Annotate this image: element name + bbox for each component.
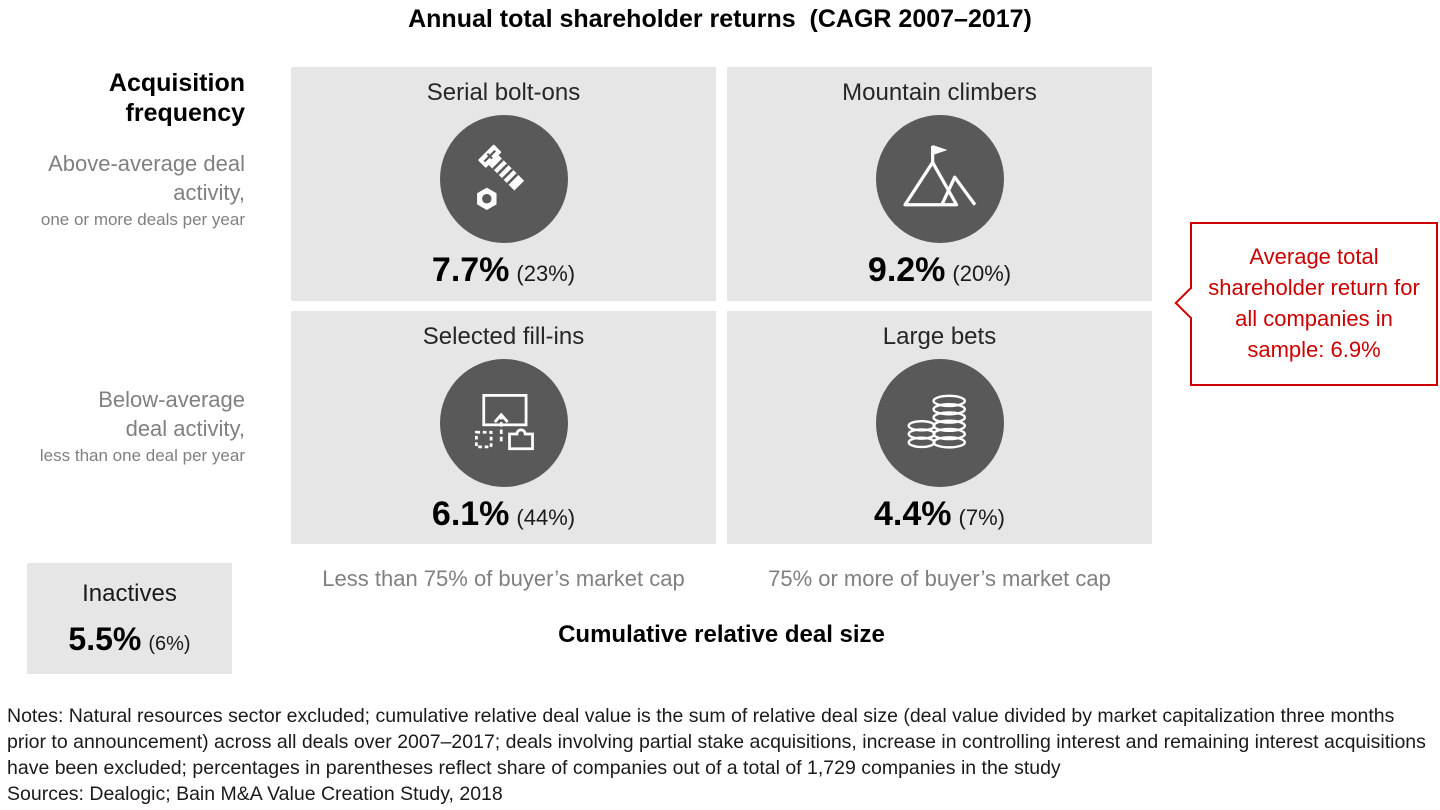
row-sublabel-text: less than one deal per year: [39, 446, 245, 466]
coin-stack-icon: [875, 358, 1004, 487]
footnotes: Notes: Natural resources sector excluded…: [7, 703, 1435, 808]
average-tsr-callout: Average total shareholder return for all…: [1174, 222, 1438, 386]
row-sublabel-text: one or more deals per year: [40, 210, 245, 230]
share-value: (44%): [516, 504, 576, 530]
quadrant-value: 7.7% (23%): [432, 251, 575, 290]
quadrant-selected-fill-ins: Selected fill-ins 6.1% (44%): [291, 310, 716, 544]
quadrant-value: 4.4% (7%): [874, 495, 1005, 534]
quadrant-title: Selected fill-ins: [422, 322, 585, 350]
callout-text: Average total shareholder return for all…: [1208, 244, 1420, 362]
tsr-value: 7.7%: [431, 251, 510, 289]
tsr-value: 6.1%: [431, 494, 510, 533]
mountain-flag-icon: [875, 115, 1004, 243]
bolt-and-nut-icon: [439, 115, 568, 243]
quadrant-matrix: Serial bolt-ons: [291, 67, 1152, 544]
x-axis-column-left: Less than 75% of buyer’s market cap: [322, 566, 685, 591]
row-label-text: Below-average deal activity,: [98, 387, 245, 441]
inactives-title: Inactives: [82, 579, 177, 607]
notes-text: Notes: Natural resources sector excluded…: [7, 705, 1426, 780]
y-axis-row-label-below-average: Below-average deal activity, less than o…: [20, 386, 245, 468]
x-axis-column-right: 75% or more of buyer’s market cap: [768, 566, 1111, 591]
y-axis-title: Acquisition frequency: [108, 69, 245, 127]
x-axis-column-labels: Less than 75% of buyer’s market cap 75% …: [291, 566, 1152, 592]
inactives-box: Inactives 5.5% (6%): [27, 563, 232, 674]
x-axis-title: Cumulative relative deal size: [558, 621, 885, 648]
quadrant-serial-bolt-ons: Serial bolt-ons: [291, 67, 716, 301]
quadrant-value: 9.2% (20%): [868, 251, 1011, 290]
sources-text: Sources: Dealogic; Bain M&A Value Creati…: [7, 783, 503, 806]
share-value: (7%): [958, 504, 1005, 530]
puzzle-fill-in-icon: [439, 358, 568, 487]
quadrant-large-bets: Large bets 4.4: [727, 310, 1152, 544]
tsr-value: 9.2%: [867, 251, 946, 289]
tsr-value: 5.5%: [68, 620, 142, 657]
share-value: (23%): [516, 261, 576, 286]
quadrant-title: Large bets: [882, 322, 997, 350]
chart-title: Annual total shareholder returns (CAGR 2…: [408, 5, 1032, 33]
quadrant-title: Serial bolt-ons: [426, 79, 581, 106]
row-label-text: Above-average deal activity,: [48, 151, 245, 205]
quadrant-mountain-climbers: Mountain climbers 9.2% (20%): [727, 67, 1152, 301]
share-value: (6%): [148, 632, 191, 655]
tsr-value: 4.4%: [874, 494, 952, 533]
y-axis-row-label-above-average: Above-average deal activity, one or more…: [20, 150, 245, 232]
quadrant-value: 6.1% (44%): [432, 495, 575, 534]
quadrant-title: Mountain climbers: [842, 79, 1037, 106]
inactives-value: 5.5% (6%): [68, 621, 190, 658]
share-value: (20%): [952, 261, 1012, 286]
